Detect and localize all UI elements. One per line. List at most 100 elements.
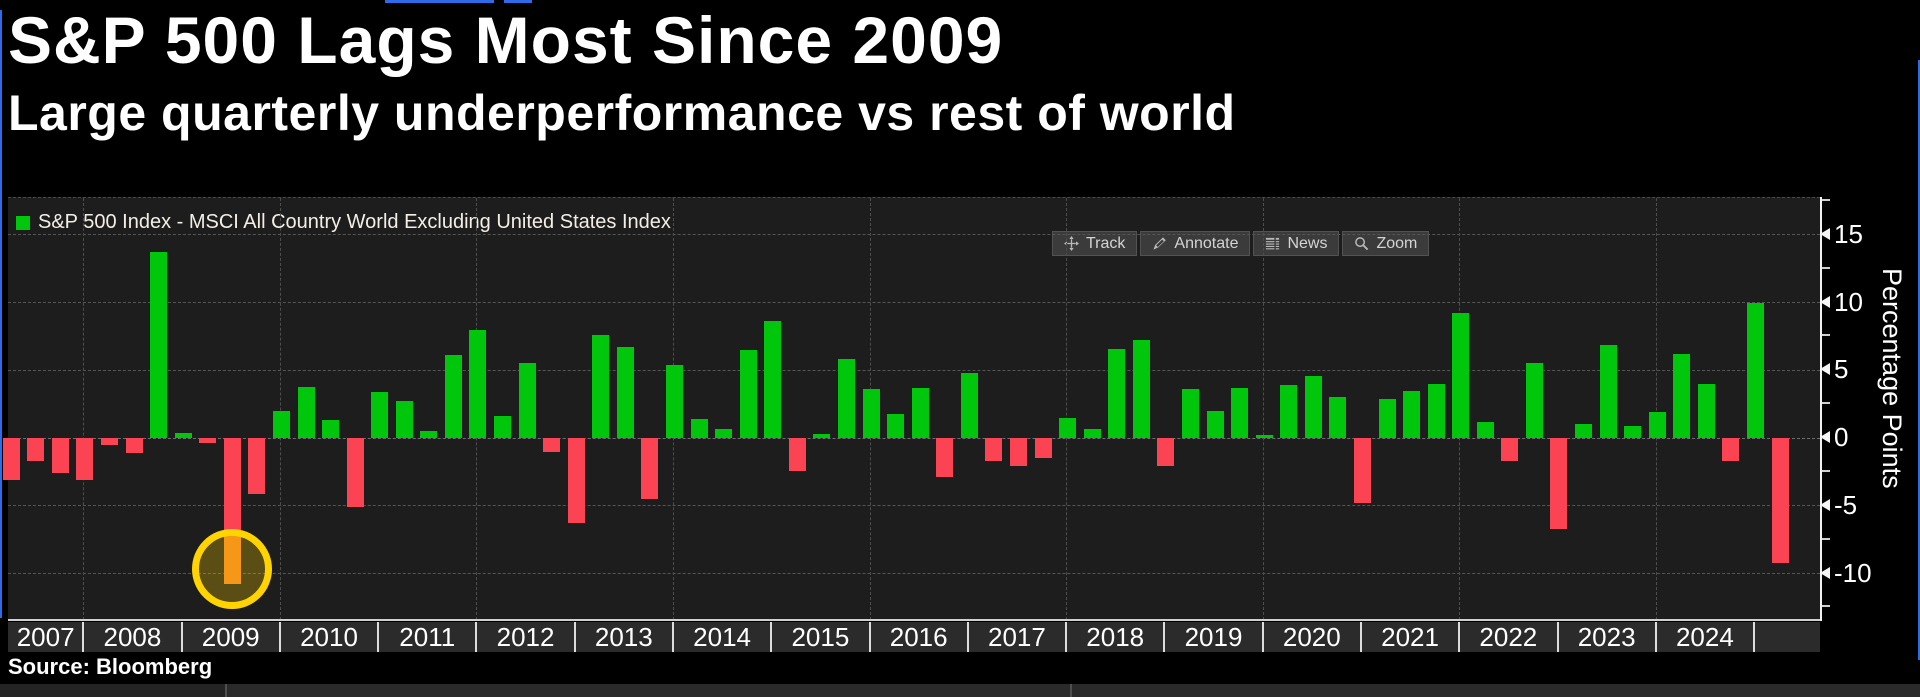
gridline-v-2010 (279, 198, 281, 620)
year-label-2019: 2019 (1184, 622, 1243, 652)
year-divider (1359, 622, 1362, 652)
bar-2023-Q2 (1599, 344, 1617, 438)
zoom-button-label: Zoom (1376, 234, 1418, 252)
bar-2011-Q2 (420, 431, 438, 438)
plot-area[interactable]: S&P 500 Index - MSCI All Country World E… (2, 197, 1820, 620)
year-label-2015: 2015 (791, 622, 850, 652)
y-tick-minor (1822, 469, 1830, 472)
legend-label: S&P 500 Index - MSCI All Country World E… (38, 211, 671, 233)
bar-2013-Q4 (666, 364, 684, 438)
gridline-v-2024 (1655, 198, 1657, 620)
bar-2019-Q2 (1206, 410, 1224, 438)
gridline-h-0 (8, 437, 1820, 439)
bar-2009-Q3 (248, 438, 266, 494)
bar-2008-Q1 (100, 438, 118, 445)
y-tick-label--5: -5 (1834, 489, 1858, 520)
year-divider (377, 622, 380, 652)
bar-2020-Q4 (1353, 438, 1371, 504)
year-label-2017: 2017 (988, 622, 1046, 652)
year-label-2013: 2013 (594, 622, 653, 652)
bar-2014-Q1 (690, 419, 708, 438)
y-tick-arrow-5 (1820, 363, 1830, 376)
y-tick-arrow--5 (1820, 498, 1830, 511)
bar-2012-Q2 (518, 363, 536, 438)
year-divider (278, 622, 281, 652)
bar-2020-Q1 (1280, 385, 1298, 438)
source-caption: Source: Bloomberg (8, 654, 213, 679)
y-tick-label-15: 15 (1834, 218, 1863, 249)
legend: S&P 500 Index - MSCI All Country World E… (16, 211, 671, 234)
bar-2007-Q3 (51, 438, 69, 474)
year-divider (82, 622, 85, 652)
bar-2022-Q4 (1550, 438, 1568, 529)
year-label-2009: 2009 (201, 622, 260, 652)
bar-2019-Q3 (1231, 387, 1249, 438)
bar-2010-Q2 (322, 420, 340, 438)
year-divider (1458, 622, 1461, 652)
y-tick-minor (1822, 402, 1830, 405)
bar-2013-Q1 (592, 335, 610, 438)
bar-2017-Q1 (985, 438, 1003, 462)
bar-2016-Q4 (960, 372, 978, 438)
year-divider (573, 622, 576, 652)
bar-2012-Q3 (543, 438, 561, 452)
bar-2010-Q3 (346, 438, 364, 508)
year-label-2018: 2018 (1086, 622, 1145, 652)
year-divider (1556, 622, 1559, 652)
bar-2015-Q1 (788, 438, 806, 471)
y-tick-label-0: 0 (1834, 422, 1849, 452)
news-button-label: News (1287, 234, 1328, 252)
bar-2019-Q4 (1255, 435, 1273, 438)
bar-2014-Q3 (739, 349, 757, 438)
y-tick-minor (1822, 537, 1830, 540)
year-label-2022: 2022 (1479, 622, 1538, 652)
bar-2024-Q3 (1722, 438, 1740, 462)
bar-2024-Q1 (1673, 353, 1691, 438)
bar-2010-Q4 (371, 391, 389, 438)
bar-2012-Q4 (567, 438, 585, 524)
y-tick-arrow-0 (1820, 431, 1830, 443)
bar-2024-Q2 (1697, 383, 1715, 438)
bar-2023-Q3 (1624, 425, 1642, 438)
bar-2012-Q1 (494, 416, 512, 438)
bar-2021-Q4 (1452, 313, 1470, 438)
bar-2017-Q4 (1059, 417, 1077, 438)
move-icon (1064, 236, 1079, 251)
bar-2010-Q1 (297, 386, 315, 438)
bar-2015-Q3 (838, 359, 855, 438)
y-tick-label-10: 10 (1834, 286, 1863, 317)
year-divider (966, 622, 969, 652)
track-button-label: Track (1086, 234, 1126, 252)
bar-2016-Q2 (911, 387, 929, 438)
bar-2023-Q1 (1575, 424, 1593, 438)
x-axis-line (8, 619, 1820, 621)
year-divider (868, 622, 871, 652)
year-divider (671, 622, 674, 652)
x-axis-year-strip: 2007 2008 2009 2010 2011 2012 2013 2014 2015 2016… (8, 622, 1820, 652)
year-label-2014: 2014 (693, 622, 752, 652)
page-title: S&P 500 Lags Most Since 2009 (8, 3, 1004, 77)
y-tick-arrow-10 (1820, 295, 1830, 308)
magnifier-icon (1354, 236, 1369, 251)
y-tick-label--10: -10 (1834, 557, 1872, 588)
y-tick-arrow--10 (1820, 566, 1830, 579)
highlight-circle (192, 529, 273, 609)
page-subtitle: Large quarterly underperformance vs rest… (8, 85, 1236, 141)
bar-2016-Q1 (887, 413, 905, 438)
bar-2014-Q2 (715, 428, 733, 438)
bar-2021-Q2 (1403, 390, 1421, 438)
window-edge-top-segment-2 (504, 0, 532, 3)
y-tick-label-5: 5 (1834, 354, 1849, 385)
bar-2008-Q2 (125, 438, 143, 453)
gridline-v-2008 (83, 198, 85, 620)
bar-2007-Q1 (2, 438, 20, 480)
y-axis-line (1820, 197, 1822, 621)
year-divider (1654, 622, 1657, 652)
bar-2009-Q4 (272, 410, 290, 438)
bar-2013-Q2 (616, 347, 634, 438)
bar-2022-Q3 (1525, 363, 1543, 438)
gridline-h-15 (8, 234, 1820, 236)
pencil-icon (1152, 236, 1167, 251)
year-divider (180, 622, 183, 652)
